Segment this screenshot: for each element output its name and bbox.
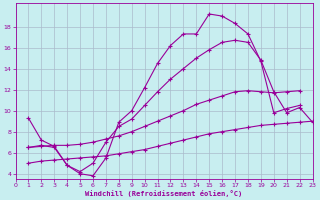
X-axis label: Windchill (Refroidissement éolien,°C): Windchill (Refroidissement éolien,°C) [85, 190, 243, 197]
